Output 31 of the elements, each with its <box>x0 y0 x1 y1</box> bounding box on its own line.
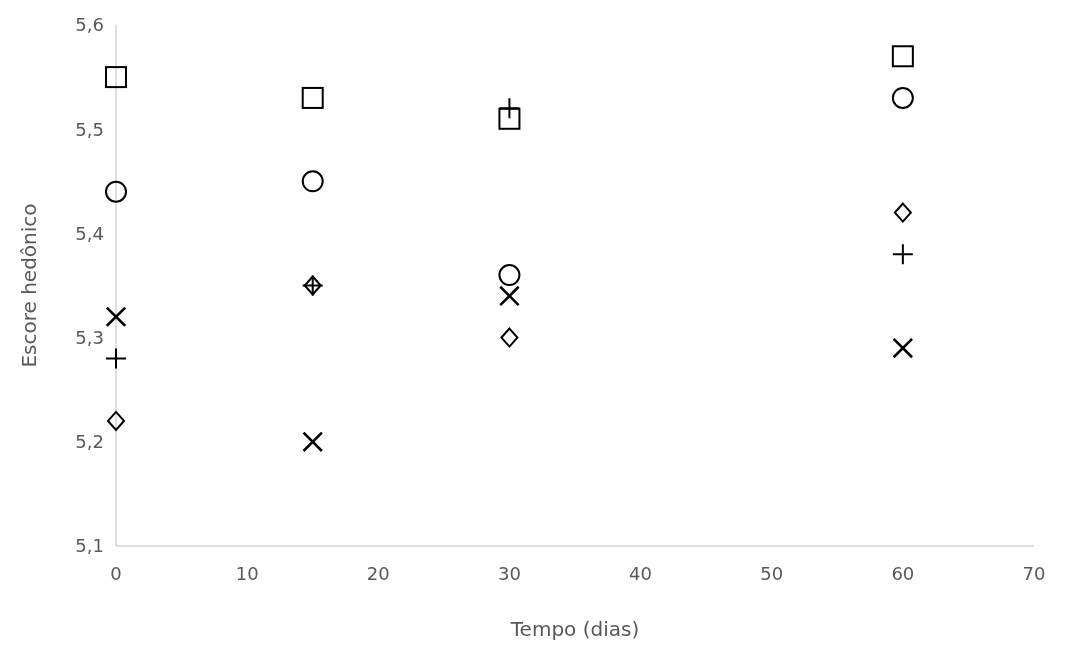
point <box>500 327 519 348</box>
point <box>891 86 914 109</box>
x-tick-label: 10 <box>235 563 259 584</box>
y-tick-label: 5,6 <box>75 14 104 36</box>
x-tick-label: 20 <box>366 563 390 584</box>
point <box>498 264 521 287</box>
point <box>107 410 125 431</box>
point <box>498 285 520 307</box>
y-axis-title: Escore hedônico <box>17 203 41 368</box>
point <box>498 107 521 130</box>
point <box>105 180 127 203</box>
x-tick-label: 50 <box>760 563 784 584</box>
x-tick-label: 40 <box>629 563 653 584</box>
point <box>105 306 127 328</box>
point <box>105 66 127 89</box>
x-axis-title: Tempo (dias) <box>509 617 640 641</box>
y-tick-label: 5,1 <box>75 535 104 557</box>
x-tick-label: 0 <box>110 563 122 584</box>
y-tick-label: 5,4 <box>75 222 104 244</box>
point <box>893 202 912 223</box>
point <box>301 86 324 109</box>
point <box>891 45 914 68</box>
x-tick-label: 30 <box>497 563 521 584</box>
y-tick-label: 5,3 <box>75 326 104 348</box>
point <box>301 170 324 193</box>
y-tick-label: 5,2 <box>75 431 104 453</box>
point <box>892 337 914 359</box>
x-tick-label: 70 <box>1022 563 1046 584</box>
x-tick-label: 60 <box>891 563 915 584</box>
point <box>302 431 324 453</box>
y-tick-label: 5,5 <box>75 118 104 140</box>
